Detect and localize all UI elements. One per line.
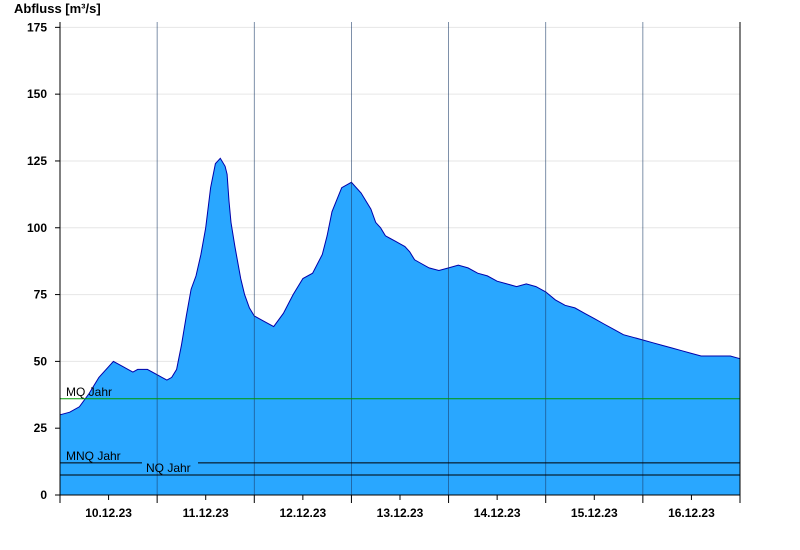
- x-tick-label: 16.12.23: [668, 506, 715, 520]
- y-axis-title: Abfluss [m³/s]: [14, 1, 101, 16]
- x-tick-label: 13.12.23: [377, 506, 424, 520]
- discharge-line: [59, 157, 741, 416]
- y-tick-label: 150: [27, 87, 47, 101]
- x-tick-label: 15.12.23: [571, 506, 618, 520]
- y-tick-label: 125: [27, 154, 47, 168]
- x-tick-label: 11.12.23: [183, 506, 229, 520]
- y-tick-label: 0: [40, 488, 47, 502]
- y-tick-label: 100: [27, 221, 47, 235]
- x-tick-label: 12.12.23: [279, 506, 326, 520]
- day-gridlines: [156, 22, 644, 495]
- x-tick-label: 10.12.23: [85, 506, 132, 520]
- discharge-area: [60, 158, 740, 496]
- y-tick-label: 75: [34, 288, 48, 302]
- reference-label: MQ Jahr: [66, 385, 112, 399]
- y-tick-label: 25: [34, 421, 48, 435]
- x-tick-label: 14.12.23: [474, 506, 521, 520]
- reference-lines: MQ Jahr MNQ Jahr NQ Jahr: [60, 385, 740, 476]
- y-ticks: 0 25 50 75 100 125 150 175: [27, 20, 60, 502]
- reference-label: NQ Jahr: [146, 461, 191, 475]
- reference-label: MNQ Jahr: [66, 449, 121, 463]
- area-series: [59, 157, 741, 496]
- y-tick-label: 175: [27, 20, 47, 34]
- y-tick-label: 50: [34, 354, 48, 368]
- x-ticks: 10.12.23 11.12.23 12.12.23 13.12.23 14.12.23…: [59, 495, 741, 520]
